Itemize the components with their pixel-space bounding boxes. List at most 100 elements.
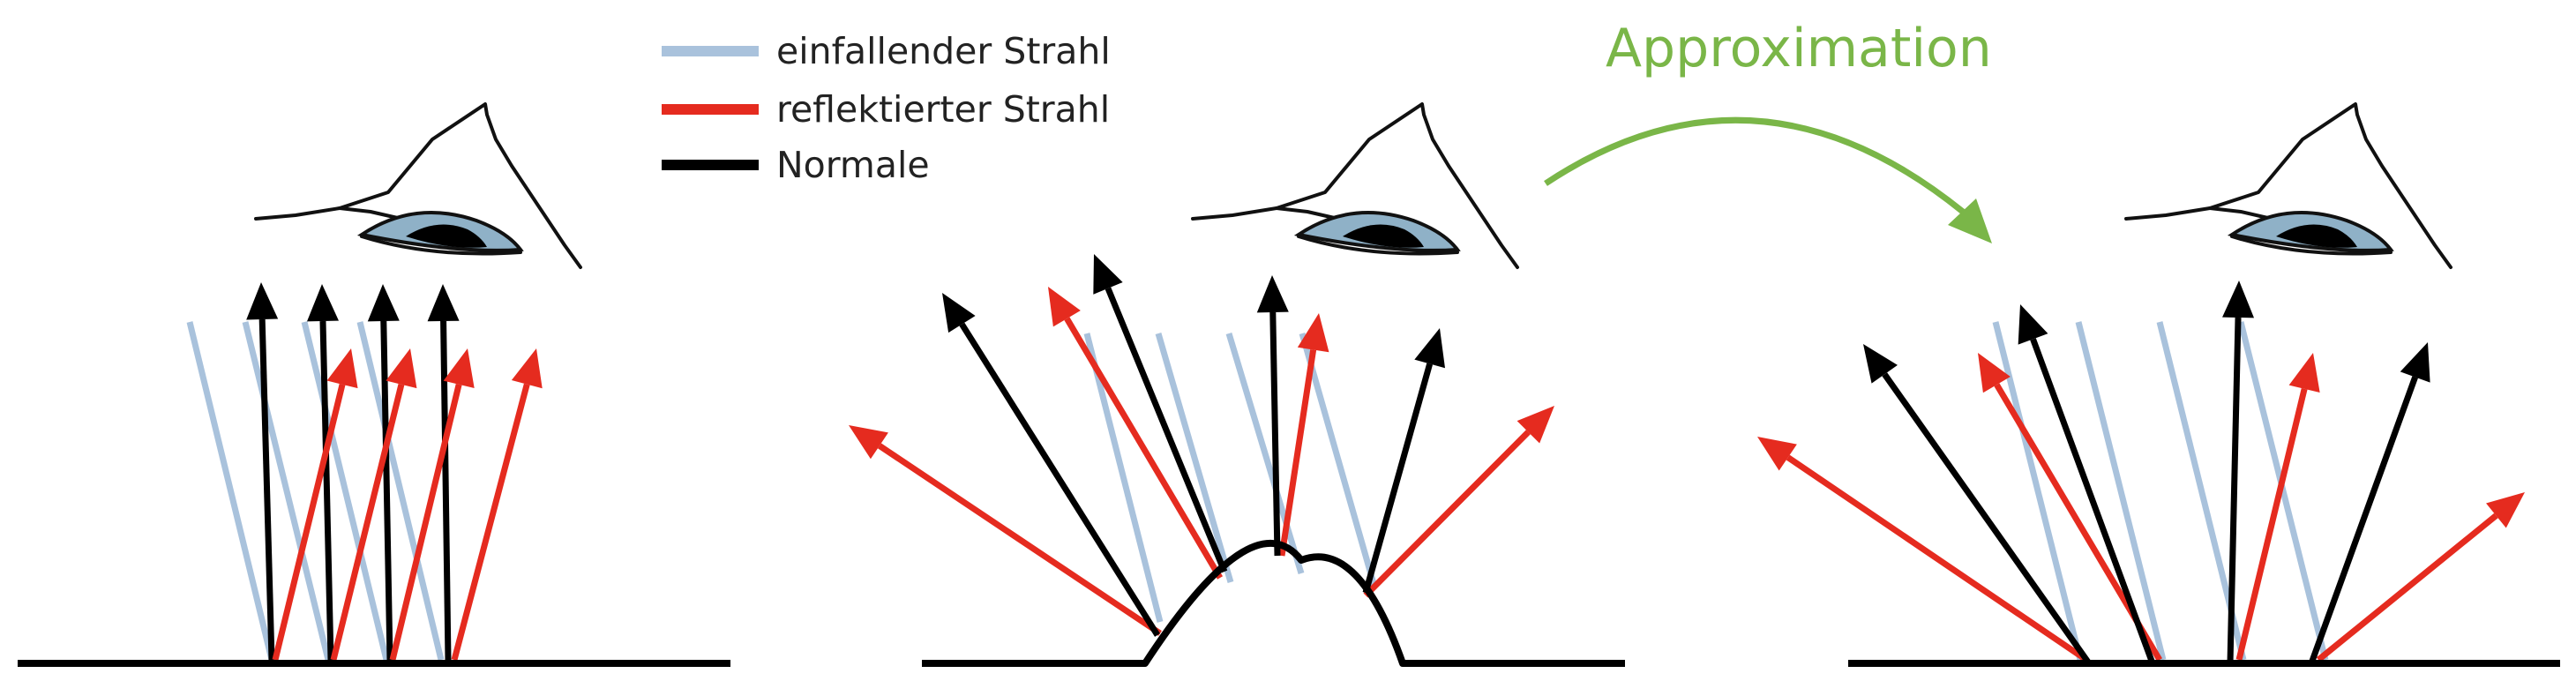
reflected-arrow-1 [849, 425, 1162, 636]
normal-arrow-3 [1256, 275, 1289, 557]
reflected-arrow-2-head [386, 348, 417, 389]
normal-arrow-4-shaft [440, 320, 452, 661]
eye-lower-lid [2230, 235, 2393, 256]
reflected-arrow-1-head [1757, 437, 1797, 471]
reflected-arrow-1-shaft [1786, 454, 2088, 662]
normal-arrow-2-shaft [2030, 338, 2156, 665]
reflected-arrow-4 [2316, 492, 2525, 662]
reflected-arrow-3-head [1297, 313, 1329, 353]
reflected-arrow-1 [272, 348, 358, 661]
reflected-arrow-4-shaft [1363, 430, 1531, 598]
reflected-arrow-4 [451, 348, 543, 661]
reflected-arrow-3 [1278, 313, 1329, 557]
normal-arrow-1 [942, 293, 1160, 637]
incident-ray-2 [242, 321, 332, 661]
reflected-arrow-3-head [443, 348, 475, 389]
normal-arrow-1-shaft [959, 322, 1160, 637]
normal-arrow-1-shaft [1882, 372, 2092, 666]
normal-arrow-3-head [1256, 275, 1289, 313]
reflected-arrow-3 [389, 348, 475, 661]
normal-arrow-3-head [2222, 281, 2255, 318]
normal-arrow-2-head [2018, 304, 2048, 345]
reflected-arrow-2-shaft [1064, 317, 1224, 580]
reflected-arrow-3-shaft [1278, 348, 1317, 557]
normal-arrow-2-shaft [1105, 287, 1228, 573]
legend-item-incident: einfallender Strahl [662, 30, 1111, 72]
normal-arrow-1-head [246, 282, 279, 320]
incident-ray-1 [1083, 333, 1164, 623]
normal-arrow-4-head [427, 284, 460, 322]
panel-approximated-surface [1757, 102, 2560, 667]
normal-arrow-3-shaft [2227, 317, 2242, 664]
normal-arrow-3-head [367, 284, 400, 322]
reflected-arrow-4-shaft [2316, 513, 2498, 662]
normal-arrow-2 [2018, 304, 2156, 665]
normal-arrow-4 [427, 284, 460, 661]
reflected-arrow-1-shaft [272, 383, 346, 661]
normal-arrow-4-shaft [1362, 363, 1434, 594]
normal-arrow-1-head [1863, 344, 1898, 384]
reflected-arrow-4-head [2486, 492, 2525, 528]
reflected-arrow-3-head [2288, 353, 2320, 393]
legend-label-incident: einfallender Strahl [776, 30, 1111, 72]
reflected-arrow-2 [1048, 287, 1224, 580]
incident-ray-4 [356, 321, 445, 661]
legend: einfallender Strahl reflektierter Strahl… [662, 30, 1111, 186]
eye-icon [2124, 102, 2452, 269]
eye-icon [1191, 102, 1519, 269]
reflected-arrow-4-head [511, 348, 543, 389]
legend-item-reflected: reflektierter Strahl [662, 88, 1110, 131]
eye-pupil [406, 224, 487, 248]
reflected-arrow-1-shaft [877, 443, 1162, 636]
eye-pupil [1343, 224, 1424, 248]
reflected-arrow-1-head [326, 348, 358, 389]
normal-arrow-2 [306, 284, 339, 661]
normal-arrow-1-shaft [258, 318, 275, 661]
reflected-arrow-4-shaft [451, 383, 530, 661]
reflected-arrow-4-head [1516, 406, 1554, 444]
legend-label-normal: Normale [776, 144, 930, 186]
normal-arrow-2-head [306, 284, 339, 322]
reflected-arrow-2 [330, 348, 417, 661]
normal-arrow-1 [1863, 344, 2092, 666]
incident-ray-1 [1992, 321, 2084, 661]
normal-arrow-4-head [2400, 342, 2430, 383]
approximation-arrow [1544, 116, 1966, 214]
normal-arrow-2-shaft [319, 320, 334, 661]
reflected-arrow-3-shaft [2235, 388, 2308, 661]
normal-arrow-2-head [1093, 254, 1123, 295]
normal-arrow-4-head [1414, 328, 1446, 369]
legend-item-normal: Normale [662, 144, 930, 186]
incident-ray-2 [1155, 333, 1234, 583]
incident-ray-4 [2237, 321, 2329, 661]
normal-arrow-1 [246, 282, 279, 661]
normal-arrow-3 [2222, 281, 2255, 664]
eye-icon [254, 102, 582, 269]
surface-line [922, 540, 1625, 667]
normal-arrow-3-shaft [1269, 311, 1281, 557]
panel-bumped-surface [849, 102, 1625, 667]
normal-arrow-3 [367, 284, 400, 661]
incident-ray-1 [186, 321, 275, 661]
reflected-arrow-3 [2235, 353, 2320, 661]
incident-ray-3 [301, 321, 390, 661]
reflected-arrow-1 [1757, 437, 2088, 662]
reflected-arrow-3-shaft [389, 384, 462, 661]
reflected-arrow-2-head [1048, 287, 1081, 327]
eye-pupil [2276, 224, 2357, 248]
eye-lower-lid [1297, 235, 1459, 256]
normal-arrow-3-shaft [380, 320, 393, 661]
incident-ray-3 [1225, 332, 1305, 575]
legend-label-reflected: reflektierter Strahl [776, 88, 1110, 131]
normal-arrow-1-head [942, 293, 976, 333]
normal-arrow-4 [1362, 328, 1446, 594]
reflected-arrow-4 [1363, 406, 1554, 598]
normal-arrow-4-shaft [2308, 376, 2418, 665]
reflected-arrow-2-head [1978, 353, 2011, 393]
normal-arrow-4 [2308, 342, 2430, 665]
normal-arrow-2 [1093, 254, 1228, 573]
panel-flat-surface [18, 102, 730, 667]
approximation-label: Approximation [1606, 18, 1992, 79]
eye-lower-lid [360, 235, 522, 256]
